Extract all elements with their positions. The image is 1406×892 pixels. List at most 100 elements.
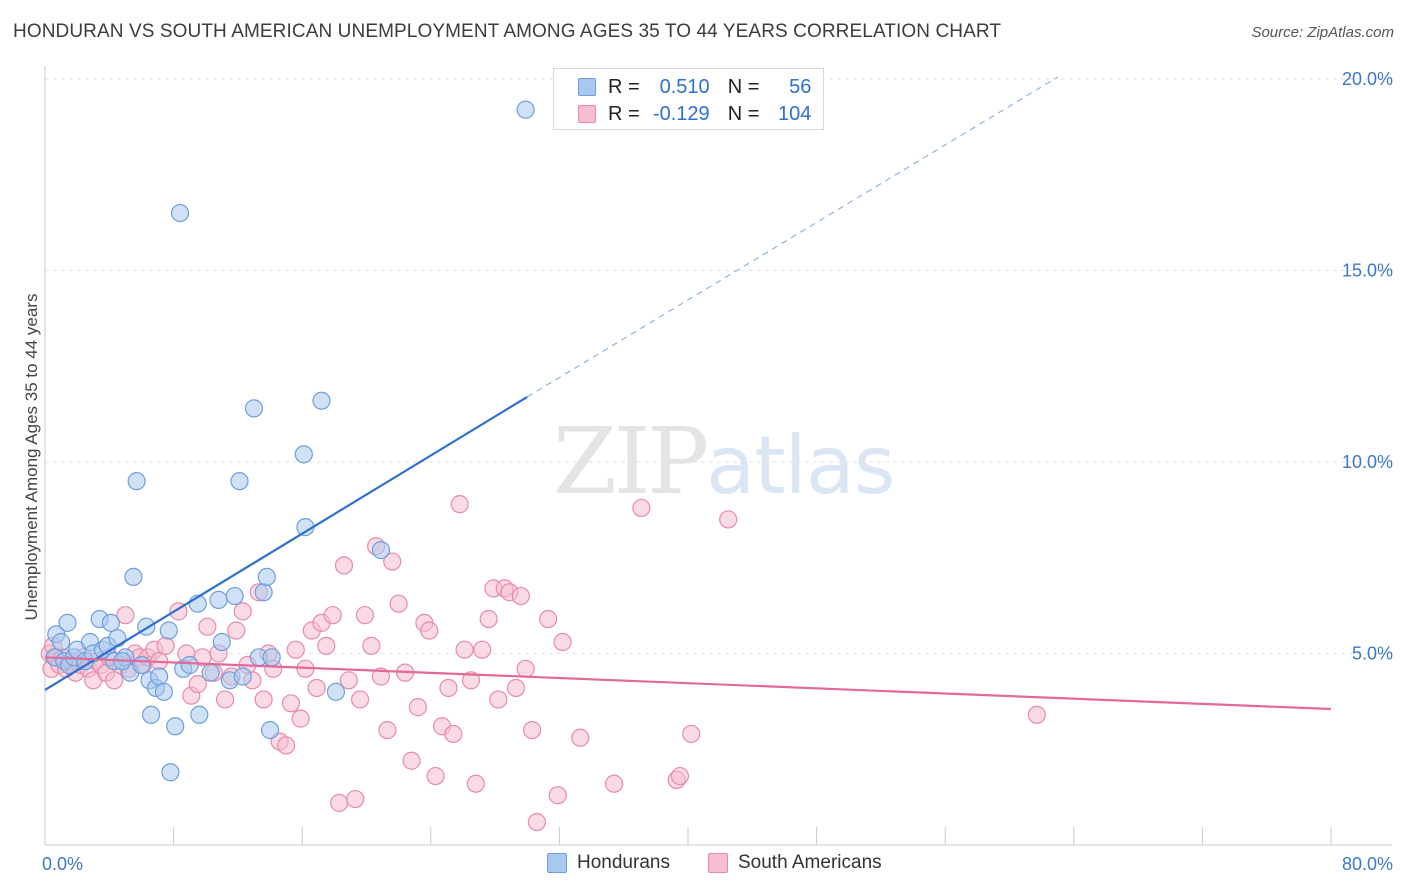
south-americans-point — [362, 636, 381, 655]
hondurans-point — [150, 667, 169, 686]
hondurans-point — [312, 391, 331, 410]
south-americans-point — [330, 793, 349, 812]
hondurans-point — [170, 203, 190, 223]
legend-n-value: 104 — [778, 102, 812, 125]
hondurans-point — [101, 613, 121, 632]
south-americans-point — [323, 606, 342, 625]
south-americans-point — [516, 659, 535, 678]
south-americans-point — [286, 640, 305, 659]
correlation-legend: R = 0.510 N = 56 R = -0.129 N = 104 — [553, 68, 824, 130]
hondurans-point — [262, 648, 281, 667]
hondurans-point — [516, 100, 535, 119]
hondurans-point — [108, 629, 127, 648]
legend-n-label: N = — [727, 75, 760, 98]
south-americans-point — [682, 724, 701, 744]
hondurans-point — [166, 717, 185, 736]
south-americans-point — [317, 636, 336, 655]
legend-row-hondurans: R = 0.510 N = 56 — [578, 74, 811, 100]
south-americans-point — [511, 586, 530, 606]
south-americans-swatch — [708, 853, 728, 873]
south-americans-point — [402, 751, 421, 770]
south-americans-point — [444, 724, 463, 744]
legend-r-value: -0.129 — [652, 102, 710, 125]
legend-n-value: 56 — [789, 75, 812, 98]
south-americans-point — [604, 774, 624, 793]
hondurans-trendline — [44, 395, 528, 691]
hondurans-point — [294, 445, 313, 464]
hondurans-point — [260, 720, 280, 740]
hondurans-point — [233, 667, 252, 686]
south-americans-point — [670, 766, 690, 786]
hondurans-point — [141, 705, 161, 724]
y-tick-label: 5.0% — [1352, 644, 1393, 664]
trendlines — [44, 76, 1332, 711]
south-americans-point — [1027, 705, 1046, 724]
hondurans-point — [161, 763, 180, 782]
hondurans-point — [154, 682, 174, 701]
legend-item-label: Hondurans — [577, 852, 670, 873]
south-americans-point — [334, 556, 354, 575]
legend-item-south-americans[interactable]: South Americans — [708, 852, 882, 874]
hondurans-point — [244, 399, 264, 418]
south-americans-point — [198, 617, 217, 636]
hondurans-point — [190, 705, 209, 724]
legend-row-south-americans: R = -0.129 N = 104 — [578, 101, 811, 127]
south-americans-point — [461, 671, 481, 690]
legend-r-value: 0.510 — [659, 75, 710, 98]
y-tick-label: 20.0% — [1342, 69, 1393, 89]
y-tick-label: 10.0% — [1342, 452, 1393, 472]
hondurans-point — [257, 567, 276, 587]
south-americans-point — [277, 736, 296, 755]
south-americans-point — [450, 495, 469, 514]
hondurans-point — [201, 663, 220, 682]
south-americans-point — [215, 690, 235, 709]
south-americans-point — [281, 694, 301, 713]
hondurans-point — [51, 632, 71, 652]
legend-n-label: N = — [727, 102, 760, 125]
zipatlas-watermark: ZIPatlas — [553, 408, 896, 515]
south-americans-point — [522, 720, 542, 740]
hondurans-point — [132, 655, 151, 675]
hondurans-point — [371, 540, 391, 560]
chart-title: HONDURAN VS SOUTH AMERICAN UNEMPLOYMENT … — [13, 21, 1002, 42]
hondurans-point — [230, 472, 249, 491]
south-americans-point — [466, 774, 485, 793]
hondurans-point — [326, 682, 346, 701]
south-americans-point — [506, 678, 526, 698]
tick-labels: 5.0% 10.0% 15.0% 20.0% 0.0% 80.0% — [42, 69, 1393, 874]
south-americans-point — [116, 606, 135, 625]
hondurans-point — [212, 632, 231, 652]
series-legend: Hondurans South Americans — [0, 852, 1406, 878]
south-americans-point — [439, 678, 458, 698]
y-tick-label: 15.0% — [1342, 261, 1393, 281]
south-americans-point — [420, 621, 439, 640]
south-americans-point — [455, 640, 474, 659]
south-americans-point — [346, 789, 365, 809]
source-label: Source: ZipAtlas.com — [1251, 24, 1394, 41]
hondurans-point — [209, 590, 228, 609]
hondurans-point — [254, 583, 273, 602]
hondurans-swatch — [547, 853, 567, 873]
south-americans-point — [489, 690, 508, 709]
south-americans-point — [350, 690, 370, 709]
hondurans-point — [180, 655, 199, 675]
south-americans-point — [389, 594, 408, 613]
south-americans-point — [156, 636, 175, 655]
south-americans-point — [632, 498, 651, 518]
south-americans-point — [527, 812, 546, 832]
south-americans-point — [426, 766, 445, 786]
south-americans-swatch — [578, 105, 596, 123]
south-americans-point — [553, 632, 572, 652]
south-americans-point — [105, 671, 124, 690]
south-americans-point — [355, 606, 374, 625]
hondurans-point — [127, 472, 146, 491]
south-americans-point — [371, 667, 391, 686]
watermark-atlas: atlas — [706, 419, 895, 512]
south-americans-point — [233, 602, 252, 621]
legend-item-hondurans[interactable]: Hondurans — [547, 852, 670, 874]
south-americans-point — [473, 640, 492, 659]
south-americans-point — [479, 609, 498, 629]
south-americans-point — [539, 609, 558, 629]
x-tick-label: 80.0% — [1342, 854, 1393, 874]
